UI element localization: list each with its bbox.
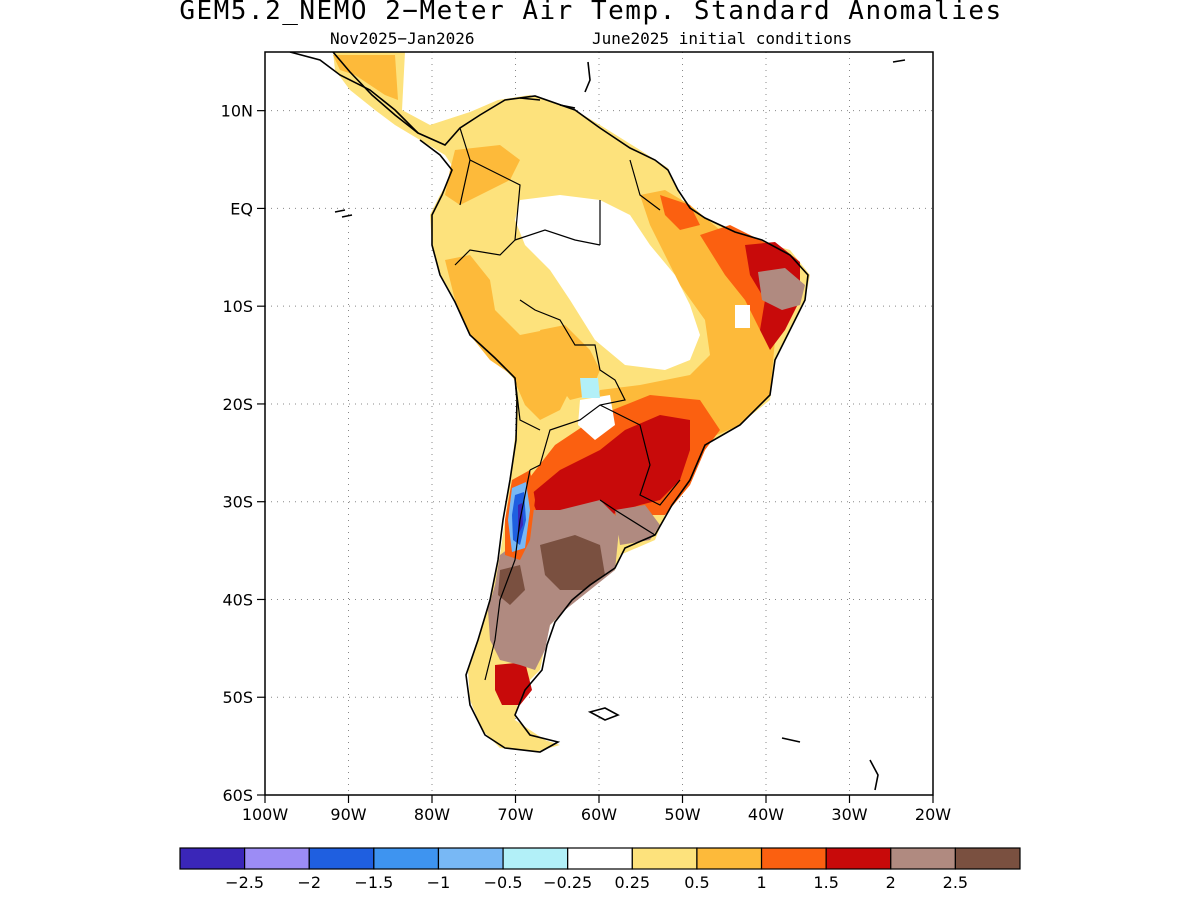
coastline <box>289 52 906 791</box>
anomaly-shading <box>333 52 810 752</box>
anomaly-region-brown-ne <box>758 268 805 310</box>
colorbar-swatch <box>631 847 698 870</box>
colorbar-label: 0.5 <box>684 873 709 892</box>
anomaly-region-darkred-se <box>530 415 690 525</box>
lon-tick-label: 90W <box>330 805 366 824</box>
colorbar-label: 1.5 <box>813 873 838 892</box>
anomaly-region-brown-uruguay <box>615 505 660 545</box>
lon-tick-label: 60W <box>581 805 617 824</box>
colorbar-swatch <box>244 847 310 870</box>
colorbar-label: −2.5 <box>225 873 264 892</box>
colorbar-swatch <box>825 847 892 870</box>
south-georgia <box>781 737 801 743</box>
colorbar-swatch <box>308 847 375 870</box>
anomaly-region-darkred-patagonia <box>495 662 532 705</box>
lat-tick-label: EQ <box>230 199 253 218</box>
anomaly-region-orange-west <box>445 255 575 420</box>
colorbar: −2.5 −2 −1.5 −1 −0.5 −0.25 0.25 0.5 1 1.5 2 2.5 <box>179 847 1021 892</box>
lat-tick-label: 10N <box>221 102 253 121</box>
lon-tick-label: 100W <box>242 805 289 824</box>
colorbar-label: −0.5 <box>484 873 523 892</box>
anomaly-region-darkbrown-2 <box>498 565 525 605</box>
central-america-coast <box>289 52 419 134</box>
lon-tick-label: 70W <box>497 805 533 824</box>
colorbar-label: −1 <box>427 873 451 892</box>
lon-tick-label: 20W <box>915 805 951 824</box>
galapagos <box>334 209 353 218</box>
colorbar-swatch <box>890 847 956 870</box>
colorbar-swatch <box>954 847 1021 870</box>
map-title: GEM5.2_NEMO 2−Meter Air Temp. Standard A… <box>179 0 1003 26</box>
colorbar-swatch <box>373 847 440 870</box>
colorbar-label: −1.5 <box>354 873 393 892</box>
lon-tick-label: 40W <box>748 805 784 824</box>
lat-tick-label: 30S <box>222 493 253 512</box>
colorbar-swatch <box>760 847 827 870</box>
colorbar-swatch <box>179 847 246 870</box>
anomaly-region-neutral <box>515 195 700 370</box>
falkland-islands <box>587 707 620 721</box>
initial-conditions: June2025 initial conditions <box>592 29 853 48</box>
colorbar-label: 1 <box>756 873 766 892</box>
colorbar-label: 0.25 <box>614 873 650 892</box>
forecast-period: Nov2025−Jan2026 <box>330 29 475 48</box>
latitude-axis: 10N EQ 10S 20S 30S 40S 50S 60S <box>221 102 265 805</box>
lon-tick-label: 30W <box>831 805 867 824</box>
anomaly-region-redorange-amapa <box>660 195 700 230</box>
anomaly-region-cyan <box>580 378 600 398</box>
longitude-axis: 100W 90W 80W 70W 60W 50W 40W 30W 20W <box>242 795 951 824</box>
colorbar-label: 2 <box>886 873 896 892</box>
colorbar-swatch <box>696 847 763 870</box>
colorbar-label: 2.5 <box>943 873 968 892</box>
caribbean-islands <box>519 59 906 109</box>
colorbar-label: −0.25 <box>543 873 592 892</box>
lat-tick-label: 60S <box>222 786 253 805</box>
colorbar-swatch <box>567 847 633 870</box>
country-borders <box>454 127 681 681</box>
lat-tick-label: 50S <box>222 688 253 707</box>
anomaly-region-darkbrown <box>540 535 605 590</box>
anomaly-region-neutral-2 <box>578 395 615 440</box>
anomaly-region-orange-north <box>333 55 398 100</box>
south-sandwich <box>869 759 879 791</box>
lon-tick-label: 80W <box>414 805 450 824</box>
lat-tick-label: 20S <box>222 395 253 414</box>
colorbar-swatch <box>437 847 504 870</box>
lat-tick-label: 40S <box>222 590 253 609</box>
lon-tick-label: 50W <box>664 805 700 824</box>
anomaly-region-neutral-3 <box>735 305 750 328</box>
colorbar-swatch <box>502 847 569 870</box>
colorbar-label: −2 <box>297 873 321 892</box>
lat-tick-label: 10S <box>222 297 253 316</box>
